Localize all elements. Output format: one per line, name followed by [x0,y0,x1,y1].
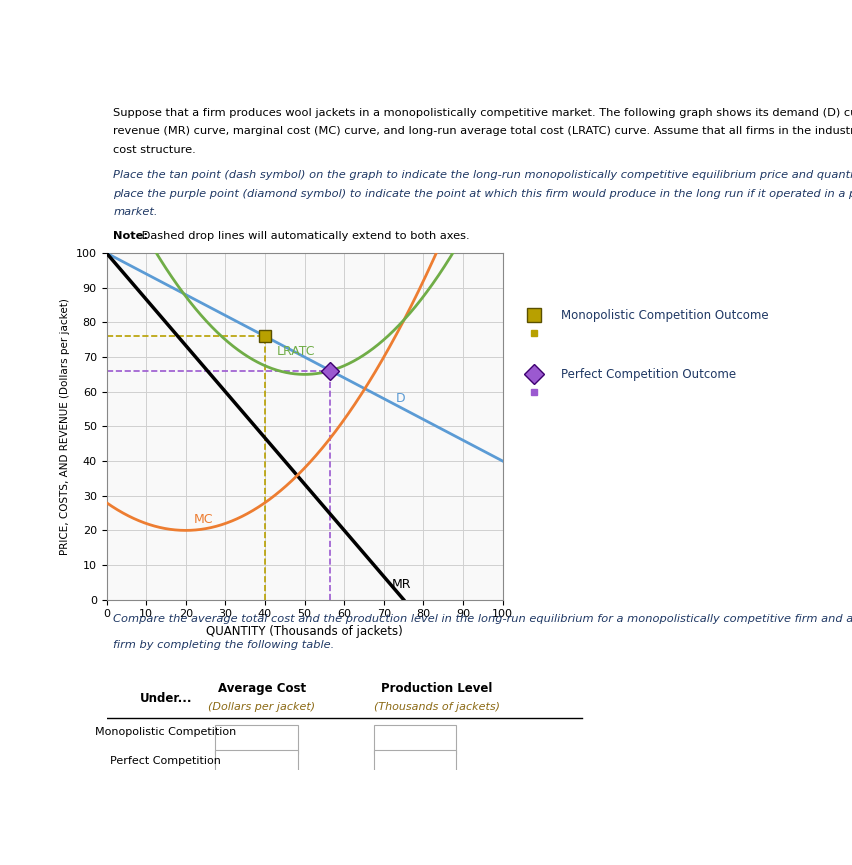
Text: place the purple point (diamond symbol) to indicate the point at which this firm: place the purple point (diamond symbol) … [113,189,852,199]
Text: (Thousands of jackets): (Thousands of jackets) [374,702,499,712]
Text: (Dollars per jacket): (Dollars per jacket) [208,702,315,712]
Bar [374,725,457,753]
Text: Monopolistic Competition Outcome: Monopolistic Competition Outcome [561,309,769,322]
Text: cost structure.: cost structure. [113,144,196,155]
Text: Compare the average total cost and the production level in the long-run equilibr: Compare the average total cost and the p… [113,614,852,625]
X-axis label: QUANTITY (Thousands of jackets): QUANTITY (Thousands of jackets) [206,625,403,638]
Text: D: D [395,392,406,405]
Text: revenue (MR) curve, marginal cost (MC) curve, and long-run average total cost (L: revenue (MR) curve, marginal cost (MC) c… [113,126,852,137]
Text: Under...: Under... [140,692,193,705]
Bar [216,750,298,779]
Bar [216,725,298,753]
Text: LRATC: LRATC [277,345,315,358]
Text: Suppose that a firm produces wool jackets in a monopolistically competitive mark: Suppose that a firm produces wool jacket… [113,108,852,118]
Text: MC: MC [193,514,213,527]
Text: Average Cost: Average Cost [217,682,306,695]
Text: Production Level: Production Level [381,682,492,695]
Text: Perfect Competition Outcome: Perfect Competition Outcome [561,368,736,381]
Text: Place the tan point (dash symbol) on the graph to indicate the long-run monopoli: Place the tan point (dash symbol) on the… [113,170,852,180]
Text: Note:: Note: [113,231,148,241]
Text: Perfect Competition: Perfect Competition [111,756,222,766]
Text: Dashed drop lines will automatically extend to both axes.: Dashed drop lines will automatically ext… [138,231,469,241]
Text: market.: market. [113,207,158,217]
Bar [374,750,457,779]
Text: firm by completing the following table.: firm by completing the following table. [113,640,334,650]
Text: Monopolistic Competition: Monopolistic Competition [95,727,237,737]
Y-axis label: PRICE, COSTS, AND REVENUE (Dollars per jacket): PRICE, COSTS, AND REVENUE (Dollars per j… [60,298,70,554]
Text: MR: MR [392,578,412,591]
